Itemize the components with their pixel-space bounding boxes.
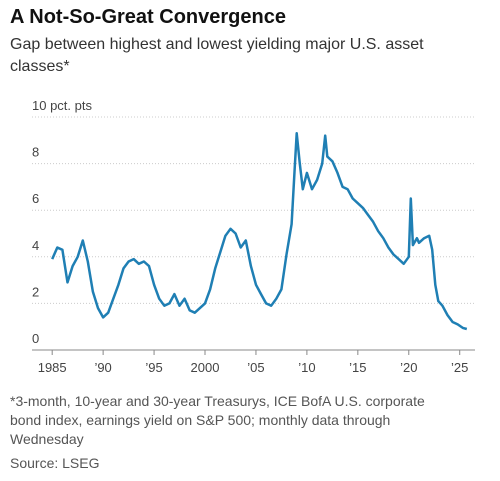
x-tick-label: ’20 [400,360,417,375]
y-tick-label: 10 pct. pts [32,98,92,113]
x-tick-label: ’05 [247,360,264,375]
x-tick-label: 2000 [191,360,220,375]
source: Source: LSEG [10,455,100,471]
chart-subtitle: Gap between highest and lowest yielding … [10,36,424,75]
data-line [51,132,468,331]
chart-title: A Not-So-Great Convergence [10,6,286,28]
y-tick-label: 4 [32,238,39,253]
chart: 0 2 4 6 8 10 pct. pts 1985 ’90 ’95 2000 ’05 ’10 ’15 ’… [32,98,475,375]
x-tick-label: ’95 [145,360,162,375]
y-tick-label: 8 [32,145,39,160]
x-tick-label: 1985 [38,360,67,375]
y-tick-label: 2 [32,284,39,299]
x-tick-label: ’10 [298,360,315,375]
x-tick-label: ’15 [349,360,366,375]
y-tick-label: 0 [32,331,39,346]
y-tick-label: 6 [32,191,39,206]
footnote: *3-month, 10-year and 30-year Treasurys,… [10,393,425,447]
x-tick-label: ’25 [451,360,468,375]
x-tick-label: ’90 [94,360,111,375]
